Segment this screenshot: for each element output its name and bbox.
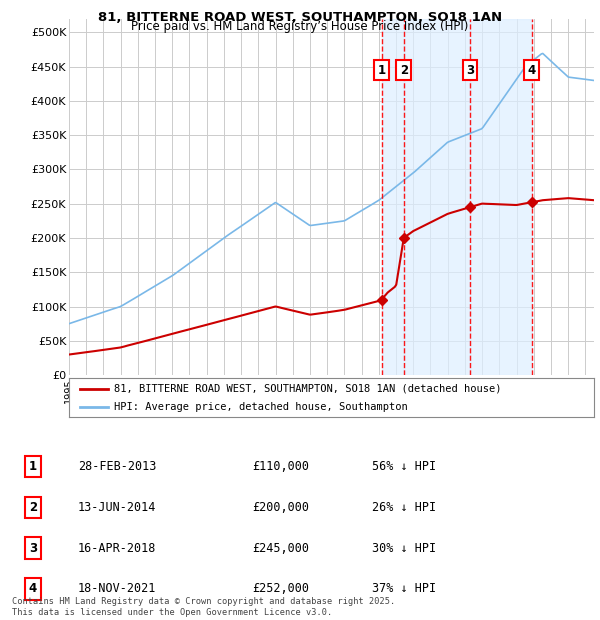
Text: 13-JUN-2014: 13-JUN-2014 [78, 501, 157, 513]
Text: 18-NOV-2021: 18-NOV-2021 [78, 583, 157, 595]
Text: 1: 1 [29, 460, 37, 472]
Text: 28-FEB-2013: 28-FEB-2013 [78, 460, 157, 472]
Text: £245,000: £245,000 [252, 542, 309, 554]
Text: 1: 1 [377, 64, 386, 77]
Bar [404, 19, 470, 375]
Text: 30% ↓ HPI: 30% ↓ HPI [372, 542, 436, 554]
Bar [470, 19, 532, 375]
Text: 2: 2 [29, 501, 37, 513]
Text: 4: 4 [527, 64, 536, 77]
Text: 37% ↓ HPI: 37% ↓ HPI [372, 583, 436, 595]
Text: 26% ↓ HPI: 26% ↓ HPI [372, 501, 436, 513]
Text: Contains HM Land Registry data © Crown copyright and database right 2025.
This d: Contains HM Land Registry data © Crown c… [12, 598, 395, 617]
Text: 81, BITTERNE ROAD WEST, SOUTHAMPTON, SO18 1AN: 81, BITTERNE ROAD WEST, SOUTHAMPTON, SO1… [98, 11, 502, 24]
Text: 3: 3 [466, 64, 474, 77]
Text: 81, BITTERNE ROAD WEST, SOUTHAMPTON, SO18 1AN (detached house): 81, BITTERNE ROAD WEST, SOUTHAMPTON, SO1… [113, 384, 501, 394]
Text: £110,000: £110,000 [252, 460, 309, 472]
Text: 2: 2 [400, 64, 408, 77]
Text: 4: 4 [29, 583, 37, 595]
Text: 16-APR-2018: 16-APR-2018 [78, 542, 157, 554]
Text: HPI: Average price, detached house, Southampton: HPI: Average price, detached house, Sout… [113, 402, 407, 412]
Text: Price paid vs. HM Land Registry’s House Price Index (HPI): Price paid vs. HM Land Registry’s House … [131, 20, 469, 33]
Bar [382, 19, 404, 375]
Text: 3: 3 [29, 542, 37, 554]
Text: £252,000: £252,000 [252, 583, 309, 595]
Text: 56% ↓ HPI: 56% ↓ HPI [372, 460, 436, 472]
Text: £200,000: £200,000 [252, 501, 309, 513]
